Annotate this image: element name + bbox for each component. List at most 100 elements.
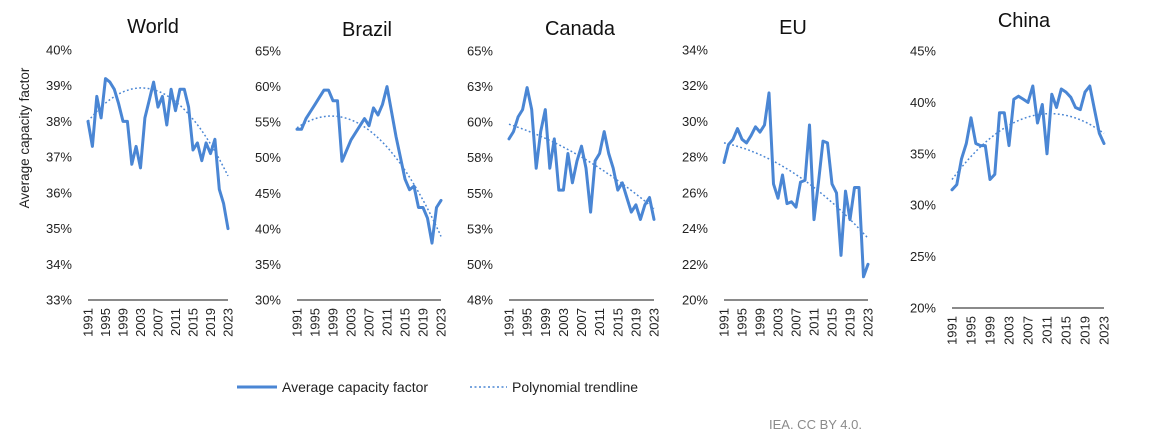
x-tick-label: 1999 bbox=[116, 308, 131, 337]
panel-title: World bbox=[127, 16, 179, 38]
x-tick-label: 2015 bbox=[1059, 316, 1074, 345]
y-tick-label: 22% bbox=[682, 257, 708, 272]
x-tick-label: 1995 bbox=[308, 308, 323, 337]
x-tick-label: 2019 bbox=[843, 308, 858, 337]
y-tick-label: 39% bbox=[46, 78, 72, 93]
y-tick-label: 63% bbox=[467, 79, 493, 94]
x-tick-label: 2019 bbox=[1078, 316, 1093, 345]
y-tick-label: 45% bbox=[255, 186, 281, 201]
y-tick-label: 55% bbox=[255, 115, 281, 130]
x-tick-label: 2011 bbox=[807, 308, 822, 336]
x-tick-label: 1999 bbox=[326, 308, 341, 337]
y-tick-label: 28% bbox=[682, 150, 708, 165]
y-tick-label: 50% bbox=[467, 257, 493, 272]
x-tick-label: 2003 bbox=[556, 308, 571, 337]
y-tick-label: 20% bbox=[682, 293, 708, 308]
panel-world: World 40% 39% 38% 37% 36% 35% 34% 33% 1991 1995 199… bbox=[46, 16, 236, 337]
x-tick-label: 2007 bbox=[789, 308, 804, 337]
x-tick-label: 2015 bbox=[398, 308, 413, 337]
x-tick-label: 2019 bbox=[203, 308, 218, 337]
source-note: IEA. CC BY 4.0. bbox=[769, 417, 862, 432]
x-tick-label: 2007 bbox=[151, 308, 166, 337]
x-tick-label: 1999 bbox=[753, 308, 768, 337]
x-tick-label: 1995 bbox=[520, 308, 535, 337]
y-tick-label: 65% bbox=[255, 44, 281, 59]
x-tick-label: 2011 bbox=[380, 308, 395, 336]
x-tick-label: 2023 bbox=[434, 308, 449, 337]
panel-title: Brazil bbox=[342, 19, 392, 41]
x-tick-label: 2011 bbox=[592, 308, 607, 336]
y-tick-label: 36% bbox=[46, 185, 72, 200]
x-tick-label: 2003 bbox=[344, 308, 359, 337]
y-tick-label: 37% bbox=[46, 150, 72, 165]
trendline-series bbox=[508, 123, 655, 210]
y-tick-label: 60% bbox=[467, 115, 493, 130]
x-tick-label: 2023 bbox=[647, 308, 662, 337]
x-tick-label: 2023 bbox=[861, 308, 876, 337]
legend-actual-label: Average capacity factor bbox=[282, 379, 428, 395]
x-tick-label: 2003 bbox=[133, 308, 148, 337]
x-tick-label: 2023 bbox=[221, 308, 236, 337]
x-tick-label: 2015 bbox=[825, 308, 840, 337]
x-tick-label: 2003 bbox=[771, 308, 786, 337]
x-tick-label: 1991 bbox=[81, 308, 96, 337]
trendline-series bbox=[87, 87, 229, 177]
x-tick-label: 1991 bbox=[945, 316, 960, 345]
y-tick-label: 35% bbox=[910, 146, 936, 161]
x-tick-label: 1999 bbox=[538, 308, 553, 337]
x-tick-label: 2019 bbox=[416, 308, 431, 337]
y-tick-label: 53% bbox=[467, 221, 493, 236]
y-tick-label: 45% bbox=[910, 44, 936, 59]
capacity-factor-series bbox=[507, 86, 656, 221]
y-tick-label: 34% bbox=[46, 257, 72, 272]
y-tick-label: 40% bbox=[46, 43, 72, 58]
x-tick-label: 2007 bbox=[574, 308, 589, 337]
y-tick-label: 20% bbox=[910, 301, 936, 316]
capacity-factor-series bbox=[86, 77, 230, 231]
x-tick-label: 2015 bbox=[186, 308, 201, 337]
x-tick-label: 2023 bbox=[1097, 316, 1112, 345]
x-tick-label: 1995 bbox=[735, 308, 750, 337]
x-tick-label: 2019 bbox=[628, 308, 643, 337]
x-tick-label: 2007 bbox=[1021, 316, 1036, 345]
y-tick-label: 50% bbox=[255, 150, 281, 165]
y-tick-label: 65% bbox=[467, 44, 493, 59]
x-tick-label: 1995 bbox=[964, 316, 979, 345]
y-tick-label: 55% bbox=[467, 186, 493, 201]
x-tick-label: 2011 bbox=[168, 308, 183, 336]
y-tick-label: 26% bbox=[682, 185, 708, 200]
x-tick-label: 2003 bbox=[1002, 316, 1017, 345]
panel-title: Canada bbox=[545, 18, 616, 40]
y-tick-label: 32% bbox=[682, 78, 708, 93]
y-tick-label: 30% bbox=[682, 114, 708, 129]
y-axis-label: Average capacity factor bbox=[17, 67, 32, 208]
y-tick-label: 34% bbox=[682, 43, 708, 58]
y-tick-label: 40% bbox=[910, 95, 936, 110]
y-tick-label: 35% bbox=[255, 257, 281, 272]
panel-china: China 45% 40% 35% 30% 25% 20% 1991 1995 1999 2003 2… bbox=[910, 10, 1112, 345]
panel-title: China bbox=[998, 10, 1051, 32]
x-tick-label: 1999 bbox=[983, 316, 998, 345]
y-tick-label: 58% bbox=[467, 150, 493, 165]
y-tick-label: 60% bbox=[255, 79, 281, 94]
panel-title: EU bbox=[779, 17, 807, 39]
x-tick-label: 2011 bbox=[1040, 316, 1055, 344]
y-tick-label: 35% bbox=[46, 221, 72, 236]
y-tick-label: 48% bbox=[467, 293, 493, 308]
y-tick-label: 25% bbox=[910, 249, 936, 264]
y-tick-label: 24% bbox=[682, 221, 708, 236]
y-tick-label: 38% bbox=[46, 114, 72, 129]
y-tick-label: 33% bbox=[46, 293, 72, 308]
y-tick-label: 30% bbox=[255, 293, 281, 308]
x-tick-label: 2015 bbox=[610, 308, 625, 337]
x-tick-label: 1995 bbox=[98, 308, 113, 337]
capacity-factor-series bbox=[295, 85, 443, 245]
legend: Average capacity factor Polynomial trend… bbox=[237, 379, 638, 395]
capacity-factor-series bbox=[950, 84, 1106, 192]
x-tick-label: 1991 bbox=[290, 308, 305, 337]
trendline-series bbox=[296, 115, 442, 237]
trendline-series bbox=[951, 112, 1105, 180]
y-tick-label: 40% bbox=[255, 221, 281, 236]
